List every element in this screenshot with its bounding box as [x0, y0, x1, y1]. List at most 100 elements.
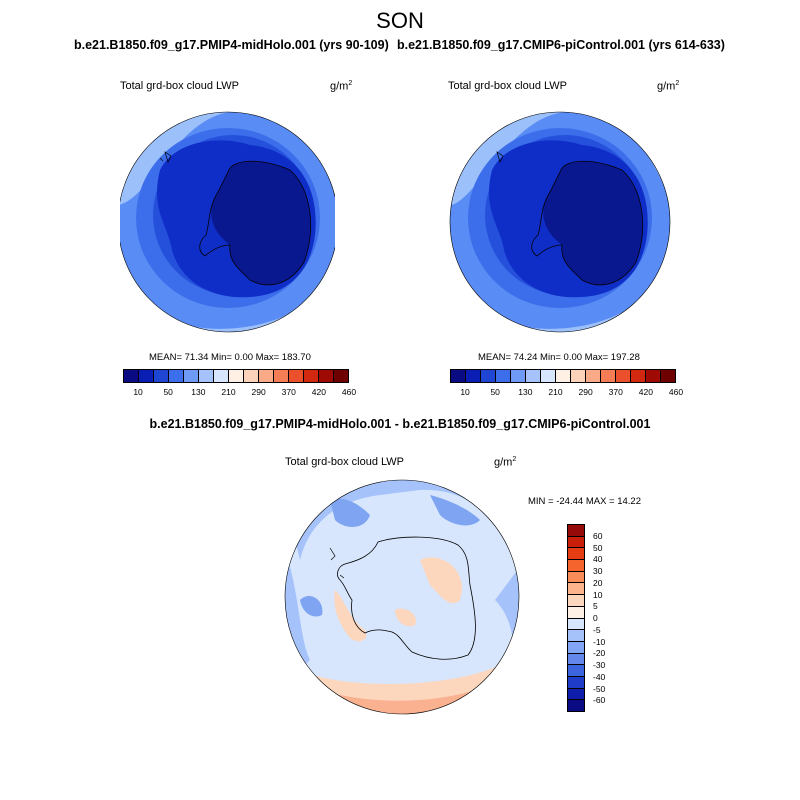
colorbar-swatch — [199, 370, 214, 382]
colorbar-swatch — [568, 676, 584, 689]
colorbar-swatch — [631, 370, 646, 382]
colorbar-swatch — [571, 370, 586, 382]
colorbar-swatch — [304, 370, 319, 382]
diff-peninsula-peach — [334, 590, 367, 642]
colorbar-tick-label: 460 — [341, 387, 357, 397]
map-a-coastline — [199, 160, 312, 286]
colorbar-swatch — [289, 370, 304, 382]
colorbar-swatch — [511, 370, 526, 382]
colorbar-tick-label: 420 — [638, 387, 653, 397]
colorbar-swatch — [568, 583, 584, 596]
colorbar-swatch — [229, 370, 244, 382]
colorbar-tick-label: 290 — [251, 387, 266, 397]
colorbar-swatch — [568, 571, 584, 584]
map-panel-diff — [284, 479, 520, 715]
difference-title: b.e21.B1850.f09_g17.PMIP4-midHolo.001 - … — [149, 417, 651, 431]
colorbar-swatch — [568, 525, 584, 537]
colorbar-tick-label: -40 — [593, 671, 606, 682]
colorbar-tick-label: 370 — [608, 387, 623, 397]
colorbar-tick-label: 40 — [593, 554, 603, 565]
colorbar-tick-label: 290 — [578, 387, 593, 397]
panel-a-stats: MEAN= 71.34 Min= 0.00 Max= 183.70 — [149, 352, 311, 363]
colorbar-tick-label: 130 — [518, 387, 533, 397]
panel-b-unit: g/m2 — [657, 80, 680, 93]
colorbar-swatch — [139, 370, 154, 382]
figure-title: SON — [376, 8, 424, 33]
map-b-coastline — [531, 160, 644, 286]
colorbar-tick-label: 20 — [593, 577, 603, 588]
colorbar-tick-label: -60 — [593, 695, 606, 706]
colorbar-swatch — [466, 370, 481, 382]
panel-b-stats: MEAN= 74.24 Min= 0.00 Max= 197.28 — [478, 352, 640, 363]
colorbar-tick-label: 460 — [668, 387, 684, 397]
map-a-core — [211, 161, 311, 285]
colorbar-swatch — [568, 606, 584, 619]
colorbar-swatch — [334, 370, 348, 382]
colorbar-swatch — [568, 536, 584, 549]
colorbar-tick-label: 210 — [548, 387, 563, 397]
diff-background — [285, 480, 519, 714]
colorbar-swatch — [601, 370, 616, 382]
case-b-title: b.e21.B1850.f09_g17.CMIP6-piControl.001 … — [397, 38, 725, 52]
colorbar-b — [450, 369, 676, 383]
colorbar-swatch — [124, 370, 139, 382]
colorbar-swatch — [568, 618, 584, 631]
colorbar-swatch — [568, 700, 584, 711]
panel-a-variable: Total grd-box cloud LWP — [120, 80, 240, 92]
colorbar-tick-label: 50 — [593, 542, 603, 553]
map-diff-border — [284, 479, 520, 715]
colorbar-tick-label: -50 — [593, 683, 606, 694]
colorbar-tick-label: -10 — [593, 636, 606, 647]
diff-coastline — [337, 536, 476, 660]
map-b-core — [543, 161, 643, 285]
colorbar-swatch — [244, 370, 259, 382]
colorbar-tick-label: 10 — [460, 387, 470, 397]
colorbar-swatch — [568, 548, 584, 561]
colorbar-diff — [567, 524, 585, 712]
colorbar-tick-label: -5 — [593, 624, 601, 635]
diff-interior-peach — [420, 557, 462, 604]
colorbar-swatch — [154, 370, 169, 382]
case-a-title: b.e21.B1850.f09_g17.PMIP4-midHolo.001 (y… — [74, 38, 389, 52]
colorbar-a — [123, 369, 349, 383]
colorbar-tick-label: 50 — [490, 387, 500, 397]
colorbar-swatch — [481, 370, 496, 382]
colorbar-swatch — [526, 370, 541, 382]
panel-b-variable: Total grd-box cloud LWP — [448, 80, 568, 92]
panel-c-variable: Total grd-box cloud LWP — [285, 456, 405, 468]
colorbar-tick-label: -20 — [593, 648, 606, 659]
colorbar-swatch — [451, 370, 466, 382]
colorbar-tick-label: 420 — [311, 387, 326, 397]
colorbar-swatch — [568, 641, 584, 654]
colorbar-swatch — [646, 370, 661, 382]
colorbar-tick-label: 130 — [191, 387, 206, 397]
colorbar-tick-label: 10 — [593, 589, 603, 600]
colorbar-tick-label: 10 — [133, 387, 143, 397]
colorbar-tick-label: 60 — [593, 530, 603, 541]
colorbar-swatch — [568, 653, 584, 666]
map-a-light-patch — [120, 112, 335, 205]
colorbar-swatch — [586, 370, 601, 382]
colorbar-swatch — [616, 370, 631, 382]
colorbar-tick-label: 370 — [281, 387, 296, 397]
colorbar-b-labels: 10 50 130 210 290 370 420 460 — [0, 387, 800, 401]
colorbar-tick-label: 0 — [593, 613, 598, 623]
colorbar-swatch — [568, 665, 584, 677]
colorbar-swatch — [496, 370, 511, 382]
map-a-border — [120, 111, 335, 333]
colorbar-swatch — [541, 370, 556, 382]
colorbar-swatch — [556, 370, 571, 382]
diff-north-blue — [285, 480, 519, 560]
colorbar-swatch — [319, 370, 334, 382]
colorbar-swatch — [568, 560, 584, 572]
map-panel-b — [449, 111, 671, 333]
colorbar-swatch — [184, 370, 199, 382]
colorbar-swatch — [259, 370, 274, 382]
colorbar-swatch — [568, 595, 584, 607]
colorbar-tick-label: -30 — [593, 660, 606, 670]
colorbar-swatch — [568, 688, 584, 701]
colorbar-tick-label: 5 — [593, 601, 598, 612]
colorbar-tick-label: 50 — [163, 387, 173, 397]
map-b-border — [449, 111, 671, 333]
panel-c-stats: MIN = -24.44 MAX = 14.22 — [528, 496, 642, 507]
